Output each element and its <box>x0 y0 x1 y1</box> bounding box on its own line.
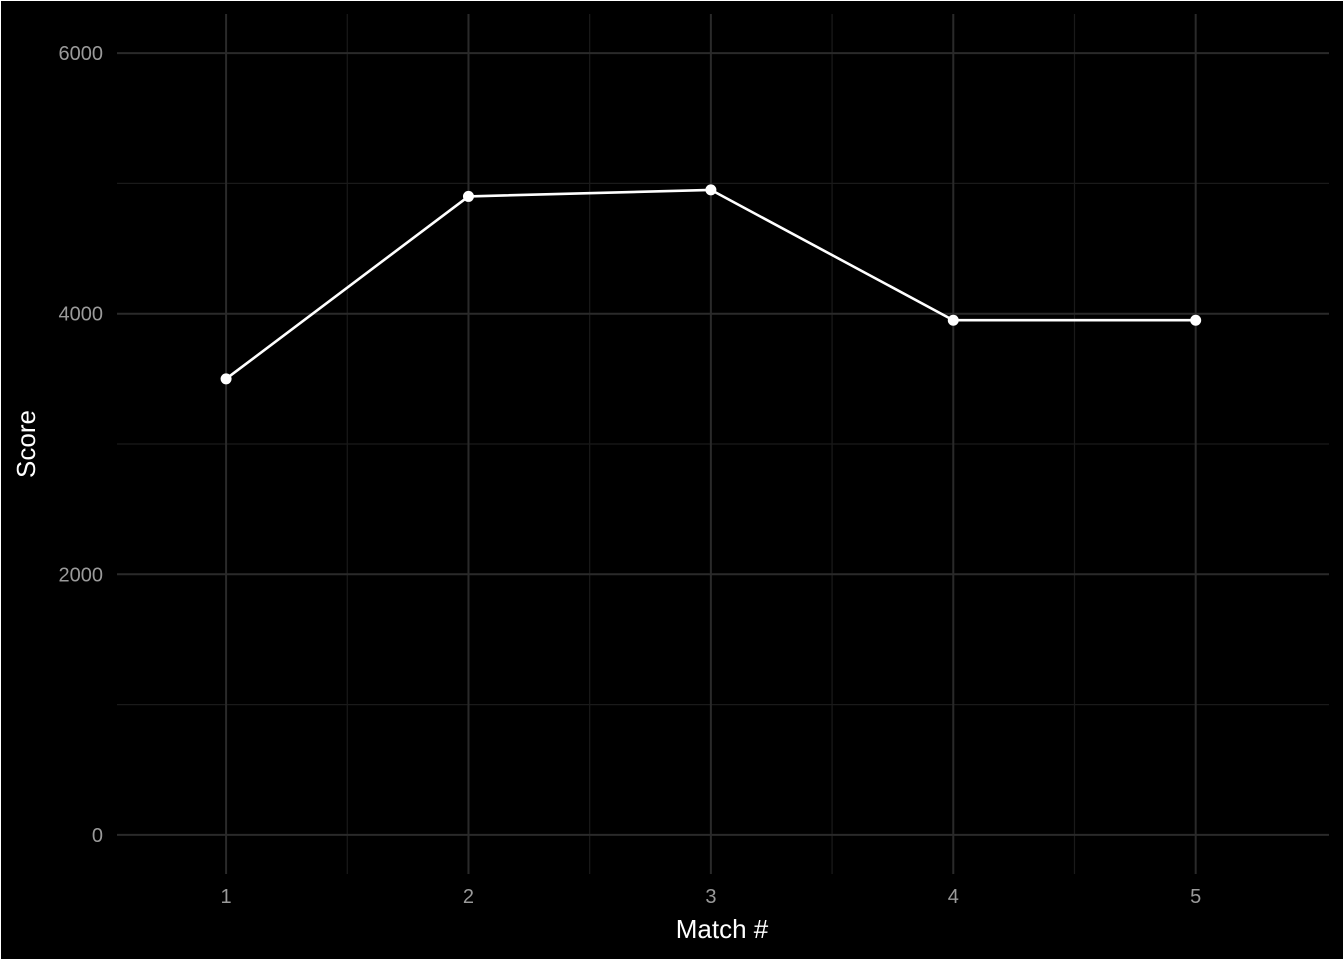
y-axis-title: Score <box>11 410 41 478</box>
x-tick-label: 3 <box>705 886 716 908</box>
data-point <box>220 373 232 385</box>
y-axis-tick-labels: 0 2000 4000 6000 <box>59 43 104 847</box>
major-gridlines <box>117 14 1329 874</box>
x-tick-label: 5 <box>1190 886 1201 908</box>
x-axis-title: Match # <box>676 914 769 944</box>
x-tick-label: 4 <box>948 886 959 908</box>
data-point <box>462 190 474 202</box>
data-point <box>947 314 959 326</box>
y-tick-label: 0 <box>92 825 103 847</box>
data-points <box>220 184 1202 385</box>
minor-gridlines <box>117 14 1329 874</box>
x-axis-tick-labels: 1 2 3 4 5 <box>221 886 1202 908</box>
data-point <box>1190 314 1202 326</box>
x-tick-label: 2 <box>463 886 474 908</box>
y-tick-label: 6000 <box>59 43 104 65</box>
x-tick-label: 1 <box>221 886 232 908</box>
y-tick-label: 4000 <box>59 304 104 326</box>
data-point <box>705 184 717 196</box>
y-tick-label: 2000 <box>59 564 104 586</box>
